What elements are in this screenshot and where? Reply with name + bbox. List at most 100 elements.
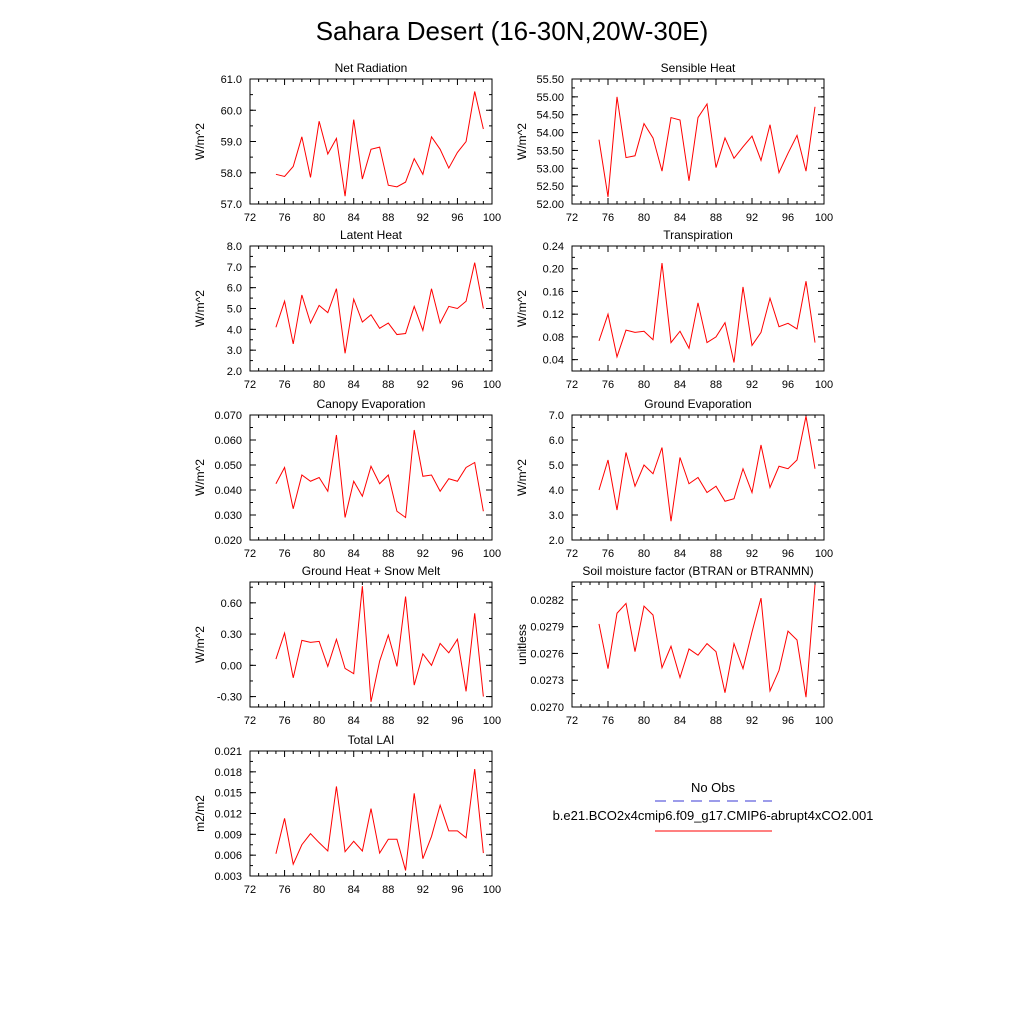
legend-obs-label: No Obs [691, 780, 736, 795]
y-tick-label: 0.018 [214, 767, 242, 779]
y-axis-label: W/m^2 [515, 290, 529, 327]
y-tick-label: 0.30 [221, 629, 242, 641]
x-tick-label: 96 [451, 884, 463, 896]
x-tick-label: 88 [382, 212, 394, 224]
x-tick-label: 92 [746, 715, 758, 727]
chart-panel: Ground Evaporation W/m^2 72 76 80 84 88 92 96 100… [515, 397, 833, 560]
x-tick-label: 80 [313, 715, 325, 727]
plot-frame [571, 78, 825, 205]
y-axis-label: m2/m2 [193, 795, 207, 832]
x-tick-label: 92 [746, 212, 758, 224]
y-tick-label: 0.020 [214, 535, 242, 547]
y-tick-label: 61.0 [221, 74, 242, 86]
y-tick-label: 55.00 [536, 92, 564, 104]
chart-title: Ground Evaporation [644, 397, 751, 411]
y-tick-label: 0.0273 [530, 675, 564, 687]
x-tick-label: 100 [483, 715, 501, 727]
x-tick-label: 80 [638, 212, 650, 224]
x-tick-label: 92 [417, 379, 429, 391]
x-tick-label: 76 [602, 715, 614, 727]
series-line [598, 262, 816, 363]
chart-panel: Canopy Evaporation W/m^2 72 76 80 84 88 92 96 100… [193, 397, 501, 560]
y-tick-label: 2.0 [549, 535, 564, 547]
x-tick-label: 72 [244, 715, 256, 727]
chart-title: Latent Heat [340, 228, 403, 242]
x-tick-label: 72 [566, 548, 578, 560]
y-tick-label: 0.003 [214, 871, 242, 883]
y-tick-label: 0.040 [214, 485, 242, 497]
x-tick-label: 88 [382, 379, 394, 391]
chart-title: Net Radiation [335, 61, 408, 75]
y-tick-label: 0.0270 [530, 702, 564, 714]
page-title: Sahara Desert (16-30N,20W-30E) [316, 16, 709, 46]
x-tick-label: 72 [566, 715, 578, 727]
x-tick-label: 84 [348, 715, 360, 727]
y-tick-label: 7.0 [549, 410, 564, 422]
y-tick-label: 0.00 [221, 660, 242, 672]
y-tick-label: 0.070 [214, 410, 242, 422]
x-tick-label: 96 [451, 548, 463, 560]
x-tick-label: 76 [602, 548, 614, 560]
y-tick-label: 0.009 [214, 829, 242, 841]
x-tick-label: 76 [278, 548, 290, 560]
series-line [275, 429, 484, 519]
y-axis-label: W/m^2 [193, 459, 207, 496]
plot-frame [571, 245, 825, 372]
y-tick-label: 52.00 [536, 199, 564, 211]
x-tick-label: 100 [483, 884, 501, 896]
y-tick-label: 0.060 [214, 435, 242, 447]
x-tick-label: 96 [451, 212, 463, 224]
chart-title: Canopy Evaporation [317, 397, 426, 411]
y-tick-label: 0.012 [214, 809, 242, 821]
y-tick-label: 0.0279 [530, 622, 564, 634]
chart-title: Ground Heat + Snow Melt [302, 564, 441, 578]
y-tick-label: 0.04 [543, 355, 564, 367]
x-tick-label: 84 [674, 548, 686, 560]
x-tick-label: 92 [746, 548, 758, 560]
y-tick-label: 5.0 [549, 460, 564, 472]
x-tick-label: 100 [815, 715, 833, 727]
x-tick-label: 80 [313, 884, 325, 896]
chart-panel: Net Radiation W/m^2 72 76 80 84 88 92 96 100 57.0 5… [193, 61, 501, 224]
plot-frame [249, 78, 493, 205]
x-tick-label: 88 [710, 548, 722, 560]
chart-panel: Ground Heat + Snow Melt W/m^2 72 76 80 84 88 92… [193, 564, 501, 727]
x-tick-label: 96 [451, 715, 463, 727]
x-tick-label: 84 [674, 715, 686, 727]
series-line [275, 768, 484, 871]
chart-title: Transpiration [663, 228, 733, 242]
x-tick-label: 96 [782, 212, 794, 224]
y-axis-label: W/m^2 [515, 123, 529, 160]
y-tick-label: 0.60 [221, 598, 242, 610]
y-tick-label: 53.00 [536, 163, 564, 175]
x-tick-label: 84 [674, 379, 686, 391]
x-tick-label: 72 [244, 884, 256, 896]
y-tick-label: 6.0 [227, 283, 242, 295]
y-tick-label: 5.0 [227, 304, 242, 316]
x-tick-label: 76 [278, 884, 290, 896]
x-tick-label: 92 [746, 379, 758, 391]
y-tick-label: 60.0 [221, 105, 242, 117]
y-tick-label: 0.20 [543, 264, 564, 276]
y-tick-label: 4.0 [227, 324, 242, 336]
x-tick-label: 72 [244, 548, 256, 560]
x-tick-label: 100 [483, 212, 501, 224]
x-tick-label: 88 [710, 212, 722, 224]
chart-title: Soil moisture factor (BTRAN or BTRANMN) [582, 564, 813, 578]
chart-panel: Soil moisture factor (BTRAN or BTRANMN) u… [515, 564, 833, 727]
y-tick-label: 7.0 [227, 262, 242, 274]
y-tick-label: 53.50 [536, 145, 564, 157]
x-tick-label: 100 [815, 548, 833, 560]
x-tick-label: 88 [710, 379, 722, 391]
x-tick-label: 96 [782, 379, 794, 391]
x-tick-label: 92 [417, 884, 429, 896]
y-tick-label: 0.0276 [530, 648, 564, 660]
x-tick-label: 84 [348, 884, 360, 896]
x-tick-label: 76 [602, 379, 614, 391]
y-tick-label: -0.30 [217, 692, 242, 704]
series-line [598, 584, 816, 698]
y-tick-label: 4.0 [549, 485, 564, 497]
y-tick-label: 59.0 [221, 137, 242, 149]
x-tick-label: 80 [313, 212, 325, 224]
x-tick-label: 100 [815, 379, 833, 391]
